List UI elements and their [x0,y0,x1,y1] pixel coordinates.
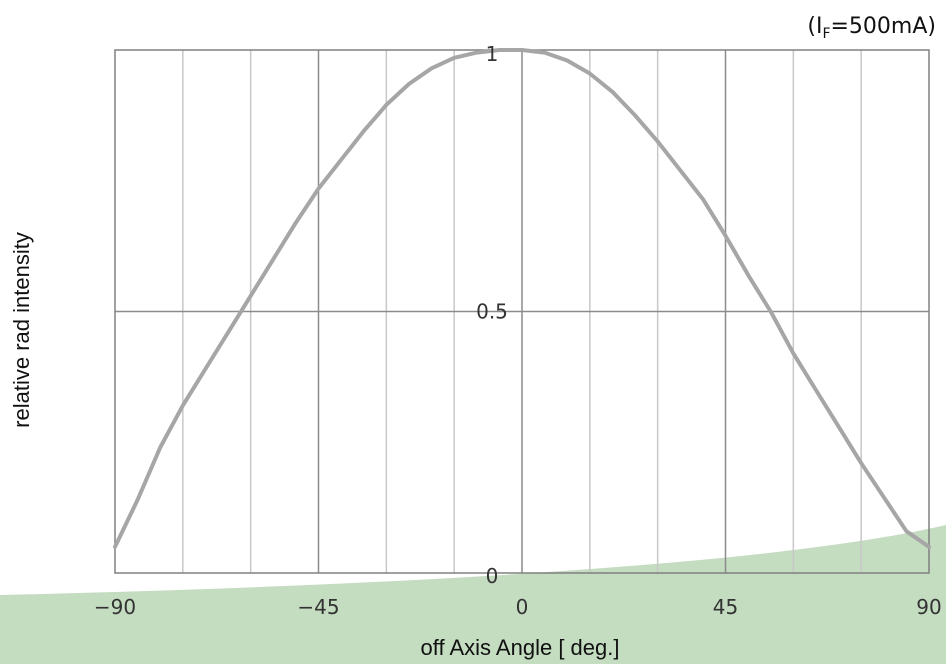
x-tick-label: 45 [713,595,738,619]
x-tick-label: 90 [916,595,941,619]
y-tick-label: 0.5 [476,300,508,324]
y-axis-label: relative rad intensity [9,232,34,428]
x-tick-label: −45 [297,595,339,619]
x-tick-label: 0 [516,595,529,619]
series-line [113,48,931,549]
x-axis-label: off Axis Angle [ deg.] [421,635,620,660]
y-tick-label: 0 [486,564,499,588]
y-tick-label: 1 [486,42,499,66]
x-tick-label: −90 [94,595,136,619]
decorative-background-shape [0,525,946,664]
test-condition-label: (IF=500mA) [807,14,936,42]
x-tick-labels: −90 −45 0 45 90 [94,595,942,619]
grid [115,50,929,573]
y-tick-labels: 00.51 [476,42,508,588]
